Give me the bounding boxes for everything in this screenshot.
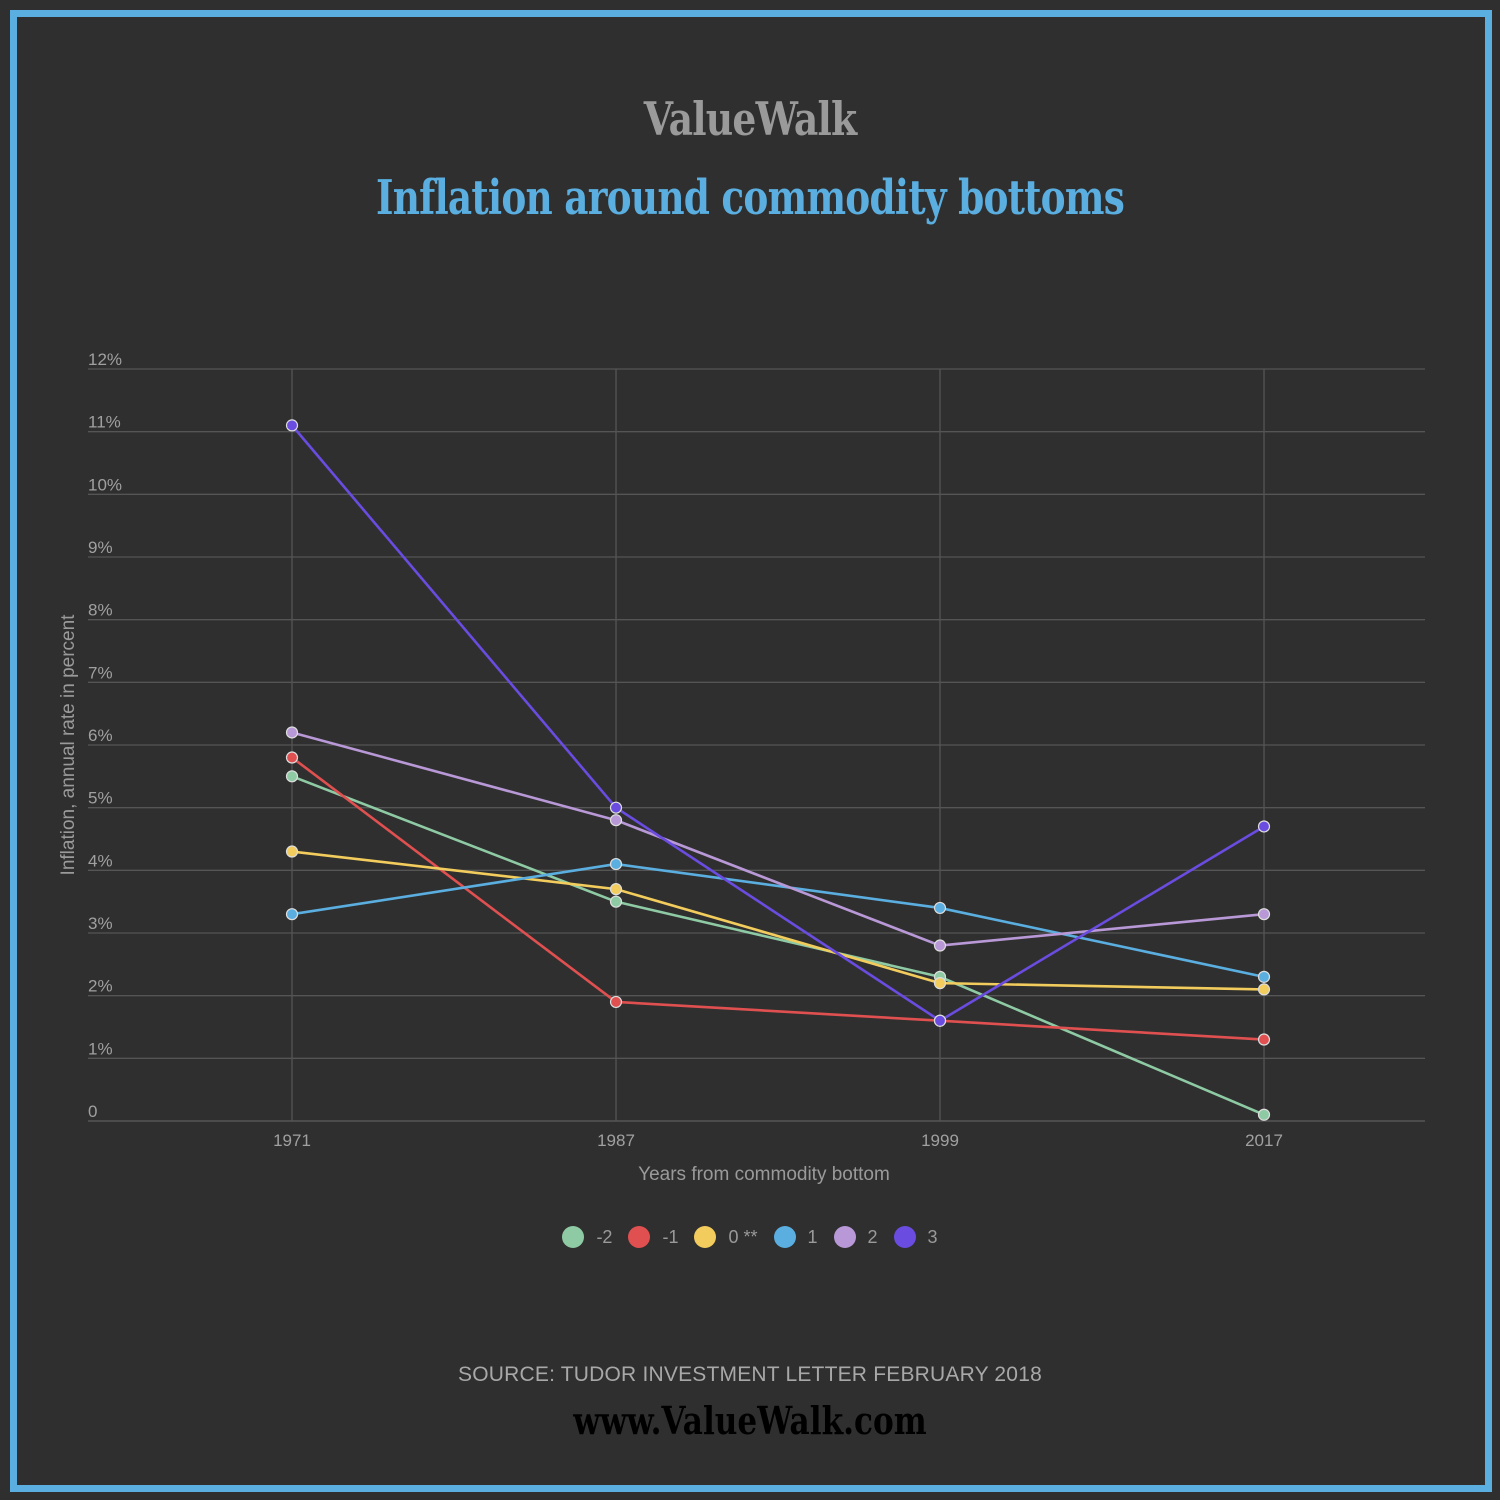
y-tick-label: 10% (88, 475, 122, 494)
y-tick-label: 1% (88, 1039, 113, 1058)
data-point (1257, 983, 1271, 996)
legend-label: 1 (807, 1226, 818, 1247)
legend-swatch (893, 1226, 916, 1248)
data-point (609, 857, 623, 871)
series-line (291, 862, 1265, 979)
x-tick-label: 1999 (921, 1131, 959, 1150)
website-url: www.ValueWalk.com (573, 1398, 927, 1443)
y-tick-label: 2% (88, 977, 113, 996)
legend-label: 3 (927, 1226, 938, 1247)
data-point (609, 801, 623, 814)
y-tick-label: 11% (88, 413, 121, 432)
data-point (609, 883, 623, 896)
legend-item[interactable]: 3 (893, 1226, 938, 1248)
y-axis-label: Inflation, annual rate in percent (58, 614, 79, 876)
series-line (291, 424, 1265, 1023)
data-point (609, 995, 623, 1009)
data-point (933, 1014, 947, 1027)
legend-item[interactable]: -1 (628, 1226, 678, 1248)
brand-title: ValueWalk (643, 92, 857, 146)
legend-swatch (628, 1226, 651, 1248)
data-point (285, 908, 299, 921)
y-tick-label: 4% (88, 851, 113, 870)
legend-swatch (773, 1226, 796, 1248)
data-point (933, 939, 947, 952)
legend-label: -2 (596, 1226, 613, 1247)
data-point (285, 751, 299, 764)
data-point (609, 814, 623, 827)
legend: -2 -1 0 ** 1 2 3 (0, 1226, 1500, 1248)
data-point (1257, 1033, 1271, 1046)
source-note: SOURCE: TUDOR INVESTMENT LETTER FEBRUARY… (458, 1363, 1042, 1386)
series-line (291, 850, 1265, 991)
legend-swatch (833, 1226, 856, 1248)
data-point (933, 977, 947, 990)
y-tick-label: 6% (88, 726, 113, 745)
legend-label: 0 ** (728, 1226, 758, 1247)
chart-title: Inflation around commodity bottoms (375, 170, 1125, 226)
legend-swatch (694, 1226, 717, 1248)
data-point (1257, 1108, 1271, 1121)
legend-label: 2 (867, 1226, 878, 1247)
data-point (285, 770, 299, 783)
data-point (285, 845, 299, 858)
data-point (285, 726, 299, 739)
series-line (291, 775, 1265, 1116)
legend-item[interactable]: 0 ** (694, 1226, 758, 1248)
y-tick-label: 5% (88, 789, 113, 808)
y-tick-label: 0 (88, 1102, 97, 1121)
data-point (609, 895, 623, 908)
legend-item[interactable]: -2 (562, 1226, 612, 1248)
legend-label: -1 (662, 1226, 679, 1247)
data-point (1257, 820, 1271, 833)
y-tick-label: 9% (88, 538, 113, 557)
series-line (291, 731, 1265, 947)
legend-swatch (562, 1226, 585, 1248)
x-axis-label: Years from commodity bottom (638, 1164, 890, 1185)
legend-item[interactable]: 1 (773, 1226, 818, 1248)
data-point (933, 901, 947, 915)
data-point (1257, 908, 1271, 921)
series-line (291, 756, 1265, 1041)
y-tick-label: 8% (88, 601, 113, 620)
y-tick-label: 7% (88, 663, 113, 682)
frame-border (10, 10, 1492, 1492)
y-tick-label: 12% (88, 350, 122, 369)
data-point (1257, 970, 1271, 983)
y-tick-label: 3% (88, 914, 113, 933)
x-tick-label: 2017 (1245, 1131, 1283, 1150)
legend-item[interactable]: 2 (833, 1226, 878, 1248)
x-tick-label: 1971 (273, 1131, 311, 1150)
x-tick-label: 1987 (597, 1131, 635, 1150)
data-point (285, 419, 299, 432)
